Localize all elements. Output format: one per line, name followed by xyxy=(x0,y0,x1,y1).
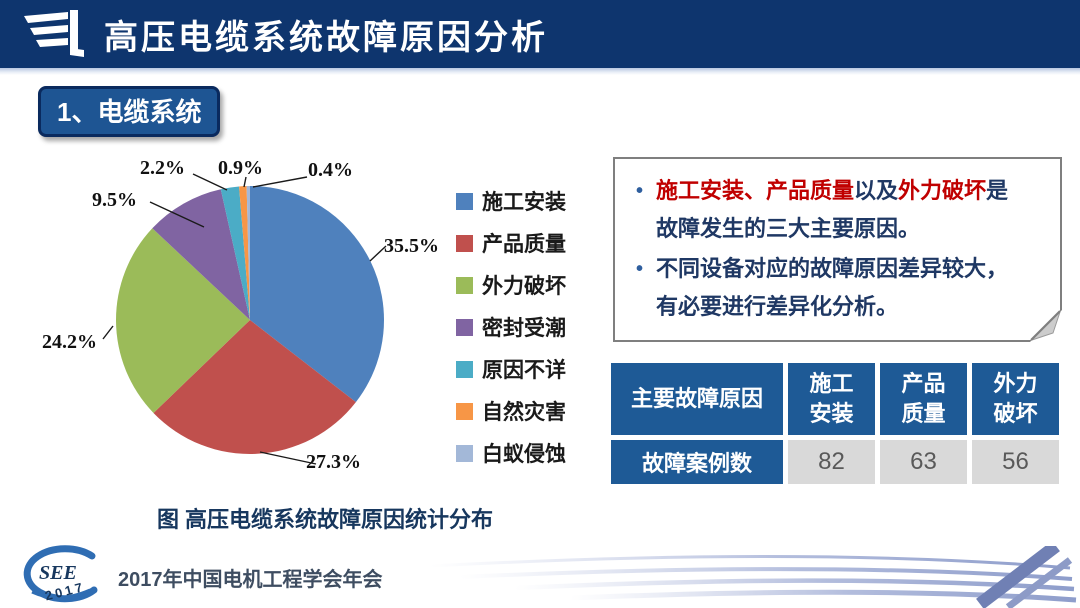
chart-caption: 图 高压电缆系统故障原因统计分布 xyxy=(156,507,494,532)
table-value: 82 xyxy=(788,440,875,484)
table-corner-header: 主要故障原因 xyxy=(611,363,783,435)
header-divider xyxy=(0,68,1080,75)
page-title: 高压电缆系统故障原因分析 xyxy=(104,18,548,57)
table-row-label: 故障案例数 xyxy=(611,440,783,484)
col-header-line: 质量 xyxy=(901,401,946,426)
legend-label: 外力破坏 xyxy=(482,275,566,298)
legend-label: 密封受潮 xyxy=(482,317,566,340)
legend-color-swatch xyxy=(456,234,473,252)
notes-box: 施工安装、产品质量以及外力破坏是故障发生的三大主要原因。 不同设备对应的故障原因… xyxy=(613,157,1063,343)
legend-label: 产品质量 xyxy=(482,233,566,256)
header-bar: 高压电缆系统故障原因分析 xyxy=(0,0,1080,68)
note-1-seg-2: 以及 xyxy=(854,178,899,203)
legend-item: 产品质量 xyxy=(456,222,566,264)
pie-slice-产品质量 xyxy=(153,320,356,454)
leader-line xyxy=(243,176,247,188)
col-header-line: 外力 xyxy=(993,371,1038,396)
col-header-line: 安装 xyxy=(809,401,854,426)
footer-conference-text: 2017年中国电机工程学会年会 xyxy=(118,569,383,591)
table-value: 63 xyxy=(880,440,967,484)
swoosh-decoration xyxy=(429,546,1077,608)
legend-color-swatch xyxy=(456,318,473,336)
pie-chart: 35.5% 27.3% 24.2% 9.5% 2.2% 0.9% 0.4% 施工安装 产品质量… xyxy=(0,145,612,545)
pie-svg xyxy=(102,173,387,465)
col-header-line: 破坏 xyxy=(993,401,1038,426)
see-2017-logo: SEE 2017 xyxy=(23,545,98,603)
table-col-header: 施工 安装 xyxy=(788,363,875,435)
legend-color-swatch xyxy=(456,402,473,420)
legend-label: 白蚁侵蚀 xyxy=(482,443,566,466)
chart-legend: 施工安装产品质量外力破坏密封受潮原因不详自然灾害白蚁侵蚀 xyxy=(456,180,566,474)
leader-line xyxy=(192,173,228,191)
section-label-text: 1、电缆系统 xyxy=(57,97,202,127)
section-label: 1、电缆系统 xyxy=(38,86,221,137)
legend-item: 外力破坏 xyxy=(456,264,566,306)
legend-item: 施工安装 xyxy=(456,180,566,222)
note-1-seg-3: 外力破坏 xyxy=(898,178,987,203)
table-col-header: 产品 质量 xyxy=(880,363,967,435)
leader-line xyxy=(102,325,114,340)
col-header-line: 施工 xyxy=(809,371,854,396)
pie-slice-外力破坏 xyxy=(115,228,250,413)
legend-color-swatch xyxy=(456,444,473,462)
fault-table: 主要故障原因 施工 安装 产品 质量 外力 破坏 故障案例数 82 63 56 xyxy=(606,358,1064,489)
table-header-row: 主要故障原因 施工 安装 产品 质量 外力 破坏 xyxy=(611,363,1059,435)
note-bullet-2: 不同设备对应的故障原因差异较大，有必要进行差异化分析。 xyxy=(629,250,1016,326)
pie-slice-密封受潮 xyxy=(152,189,250,320)
legend-label: 自然灾害 xyxy=(482,401,566,424)
leader-line xyxy=(252,176,308,188)
legend-item: 白蚁侵蚀 xyxy=(456,432,566,474)
table-row: 故障案例数 82 63 56 xyxy=(611,440,1059,484)
csee-lightning-logo xyxy=(24,10,84,57)
leader-line xyxy=(149,201,205,228)
legend-item: 密封受潮 xyxy=(456,306,566,348)
folded-corner-icon xyxy=(1029,309,1063,343)
legend-label: 施工安装 xyxy=(482,191,566,214)
pie-slice-自然灾害 xyxy=(239,186,250,320)
note-1-seg-4: 是故障发生的三大主要原因。 xyxy=(656,178,1009,241)
note-bullet-1: 施工安装、产品质量以及外力破坏是故障发生的三大主要原因。 xyxy=(629,172,1016,248)
legend-color-swatch xyxy=(456,360,473,378)
legend-item: 自然灾害 xyxy=(456,390,566,432)
legend-label: 原因不详 xyxy=(482,359,566,382)
table-col-header: 外力 破坏 xyxy=(972,363,1059,435)
pie-slice-原因不详 xyxy=(220,186,250,320)
legend-item: 原因不详 xyxy=(456,348,566,390)
legend-color-swatch xyxy=(456,192,473,210)
col-header-line: 产品 xyxy=(901,371,946,396)
logo-see-text: SEE xyxy=(39,562,77,584)
note-2-text: 不同设备对应的故障原因差异较大，有必要进行差异化分析。 xyxy=(656,256,1009,319)
table-value: 56 xyxy=(972,440,1059,484)
pie-slice-白蚁侵蚀 xyxy=(246,186,250,320)
legend-color-swatch xyxy=(456,276,473,294)
note-1-seg-1: 施工安装、产品质量 xyxy=(656,178,855,203)
leader-line xyxy=(369,245,387,262)
leader-line xyxy=(259,451,317,465)
pie-slice-施工安装 xyxy=(250,186,384,403)
